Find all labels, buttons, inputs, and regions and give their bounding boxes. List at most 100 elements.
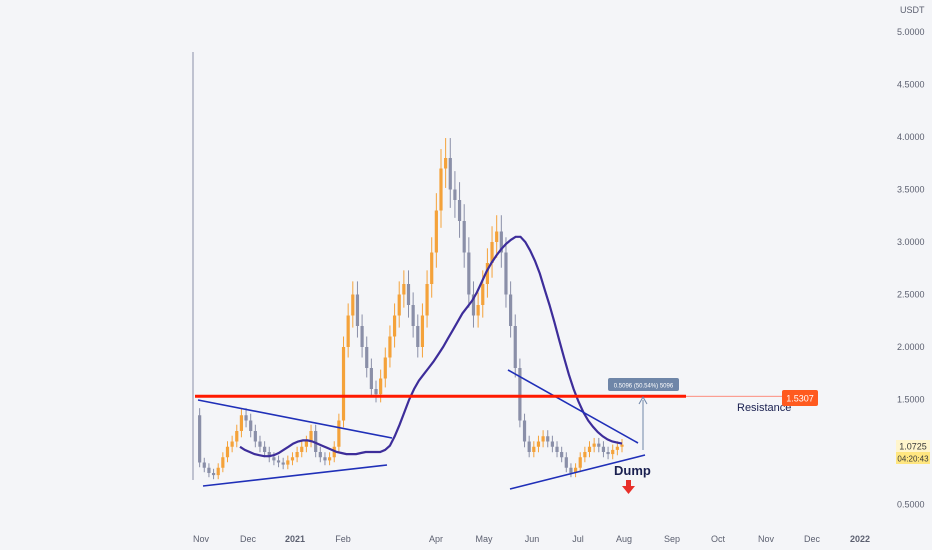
y-axis: 5.0000 4.5000 4.0000 3.5000 3.0000 2.5000 2.00… — [897, 27, 925, 510]
right-triangle-upper-line — [507, 369, 639, 444]
candle-body — [499, 231, 503, 253]
candle-body — [592, 443, 596, 447]
x-tick-label: Nov — [758, 534, 775, 544]
x-tick-label: 2022 — [850, 534, 870, 544]
dump-label: Dump — [614, 463, 651, 478]
y-tick-label: 2.0000 — [897, 342, 925, 352]
candle-body — [467, 252, 471, 295]
candle-body — [230, 441, 234, 447]
candle-body — [439, 168, 443, 211]
x-tick-label: Sep — [664, 534, 680, 544]
candle-body — [430, 252, 434, 284]
measure-arrow-icon — [638, 395, 648, 405]
candle-body — [406, 284, 411, 305]
candle-body — [337, 420, 341, 447]
candle-body — [323, 457, 327, 461]
down-arrow-icon — [622, 480, 635, 494]
candle-body — [281, 462, 285, 465]
candle-body — [286, 460, 290, 465]
candle-body — [221, 457, 225, 468]
x-tick-label: Dec — [240, 534, 257, 544]
left-triangle-upper-line — [197, 399, 393, 439]
candle-body — [611, 449, 615, 455]
candle-body — [476, 305, 480, 316]
x-tick-label: Feb — [335, 534, 351, 544]
x-tick-label: May — [475, 534, 493, 544]
y-tick-label: 2.5000 — [897, 290, 925, 300]
right-triangle-lower-line — [509, 454, 646, 490]
candle-body — [527, 441, 531, 452]
candle-body — [239, 415, 244, 431]
candle-body — [383, 357, 387, 379]
candle-body — [555, 446, 559, 452]
candle-body — [402, 284, 406, 295]
candle-body — [448, 158, 452, 190]
candle-body — [485, 263, 490, 284]
candle-body — [513, 326, 517, 368]
candle-body — [369, 368, 373, 389]
candle-body — [569, 467, 573, 473]
candle-body — [327, 457, 332, 461]
x-tick-label: Aug — [616, 534, 632, 544]
y-tick-label: 4.5000 — [897, 80, 925, 90]
candle-body — [272, 457, 276, 461]
candle-body — [379, 378, 383, 395]
candle-body — [346, 315, 350, 347]
candle-body — [587, 446, 592, 452]
candle-body — [578, 457, 582, 468]
measure-badge — [608, 378, 679, 391]
x-tick-label: Apr — [429, 534, 443, 544]
candle-body — [550, 441, 554, 447]
last-price: 1.0725 — [899, 442, 927, 452]
countdown: 04:20:43 — [897, 455, 929, 464]
candle-body — [374, 389, 378, 395]
candle-body — [606, 452, 610, 455]
candle-body — [397, 294, 401, 316]
candle-body — [541, 436, 545, 442]
x-tick-label: Oct — [711, 534, 726, 544]
candle-body — [244, 415, 248, 421]
x-tick-label: 2021 — [285, 534, 305, 544]
measure-label: 0.5096 (50.54%) 5096 — [614, 384, 674, 390]
x-axis: Nov Dec 2021 Feb Apr May Jun Jul Aug Sep Oct Nov Dec… — [193, 534, 870, 544]
y-tick-label: 3.5000 — [897, 185, 925, 195]
candle-body — [462, 221, 466, 253]
resistance-label: Resistance — [737, 402, 791, 414]
candle-body — [560, 452, 564, 458]
candle-body — [518, 368, 522, 421]
candle-body — [546, 436, 550, 442]
candles — [198, 138, 624, 480]
resistance-price-badge — [782, 390, 818, 406]
y-tick-label: 4.0000 — [897, 132, 925, 142]
candle-body — [355, 294, 360, 326]
x-tick-label: Nov — [193, 534, 210, 544]
x-tick-label: Jun — [525, 534, 540, 544]
x-tick-label: Jul — [572, 534, 584, 544]
candle-body — [471, 294, 476, 316]
candle-body — [360, 326, 364, 347]
candle-body — [495, 231, 499, 242]
currency-label: USDT — [900, 5, 925, 15]
moving-average-line — [239, 235, 623, 458]
candle-body — [490, 242, 494, 263]
candle-body — [509, 294, 513, 326]
countdown-badge — [896, 452, 930, 464]
candle-body — [601, 446, 606, 452]
candle-body — [573, 467, 578, 473]
candle-body — [351, 294, 355, 316]
candle-body — [434, 210, 438, 253]
candle-body — [202, 462, 206, 468]
candle-body — [416, 326, 420, 347]
candle-body — [532, 446, 536, 452]
candle-body — [536, 441, 541, 447]
y-tick-label: 5.0000 — [897, 27, 925, 37]
candle-body — [198, 415, 202, 463]
candle-body — [211, 473, 216, 476]
candle-body — [253, 431, 257, 442]
candle-body — [420, 315, 425, 347]
candle-body — [300, 446, 304, 452]
candle-body — [290, 457, 295, 461]
candle-body — [411, 305, 415, 326]
